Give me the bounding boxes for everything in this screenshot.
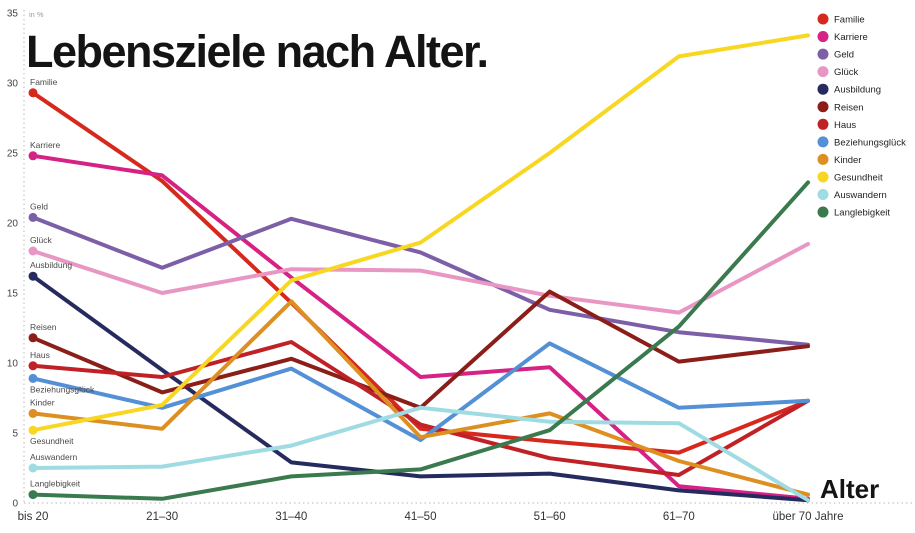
series-label-reisen: Reisen — [30, 322, 57, 332]
series-start-dot-beziehungsgluck — [28, 373, 38, 383]
series-label-beziehungsgluck: Beziehungsglück — [30, 384, 95, 394]
legend-label-familie: Familie — [834, 15, 865, 26]
x-axis-title: Alter — [820, 474, 880, 504]
series-line-ausbildung — [31, 274, 810, 503]
series-start-dot-ausbildung — [28, 271, 38, 281]
legend-label-geld: Geld — [834, 50, 854, 61]
legend-label-langlebigkeit: Langlebigkeit — [834, 208, 890, 219]
series-start-dot-familie — [28, 88, 38, 98]
legend-label-kinder: Kinder — [834, 155, 861, 166]
series-start-dot-karriere — [28, 151, 38, 161]
legend-label-auswandern: Auswandern — [834, 190, 887, 201]
series-label-geld: Geld — [30, 201, 48, 211]
legend-label-gluck: Glück — [834, 67, 859, 78]
series-label-karriere: Karriere — [30, 140, 61, 150]
x-tick-label-31-40: 31–40 — [275, 511, 307, 523]
x-tick-label-21-30: 21–30 — [146, 511, 178, 523]
y-tick-label-30: 30 — [7, 79, 19, 90]
x-tick-label-uber-70-jahre: über 70 Jahre — [773, 511, 844, 523]
legend-swatch-geld — [817, 48, 829, 60]
series-line-gesundheit — [31, 33, 810, 433]
legend-label-haus: Haus — [834, 120, 856, 131]
series-start-dot-kinder — [28, 408, 38, 418]
series-label-familie: Familie — [30, 77, 58, 87]
series-start-dot-gesundheit — [28, 425, 38, 435]
series-line-gluck — [31, 242, 810, 315]
series-line-haus — [31, 340, 810, 477]
y-tick-label-15: 15 — [7, 289, 19, 300]
series-label-kinder: Kinder — [30, 397, 55, 407]
series-line-langlebigkeit — [31, 180, 810, 501]
y-tick-label-35: 35 — [7, 9, 19, 20]
series-start-dot-langlebigkeit — [28, 490, 38, 500]
series-label-ausbildung: Ausbildung — [30, 260, 72, 270]
legend-label-gesundheit: Gesundheit — [834, 172, 883, 183]
y-tick-label-20: 20 — [7, 219, 19, 230]
series-line-karriere — [31, 153, 810, 501]
series-label-auswandern: Auswandern — [30, 452, 78, 462]
series-start-dot-reisen — [28, 333, 38, 343]
y-tick-label-0: 0 — [12, 499, 18, 510]
legend-swatch-familie — [817, 13, 829, 25]
legend-swatch-haus — [817, 118, 829, 130]
series-line-beziehungsgluck — [31, 341, 810, 442]
legend-swatch-karriere — [817, 31, 829, 43]
legend-label-ausbildung: Ausbildung — [834, 85, 881, 96]
series-line-auswandern — [31, 405, 810, 503]
legend-label-reisen: Reisen — [834, 102, 864, 113]
legend-swatch-kinder — [817, 153, 829, 165]
series-line-kinder — [31, 299, 810, 497]
legend-swatch-reisen — [817, 101, 829, 113]
legend-label-karriere: Karriere — [834, 32, 868, 43]
series-line-geld — [31, 215, 810, 347]
y-tick-label-5: 5 — [12, 429, 18, 440]
page-title: Lebensziele nach Alter. — [26, 26, 489, 77]
series-label-gesundheit: Gesundheit — [30, 436, 74, 446]
series-start-dot-auswandern — [28, 463, 38, 473]
y-tick-label-10: 10 — [7, 359, 19, 370]
x-tick-label-61-70: 61–70 — [663, 511, 695, 523]
series-label-langlebigkeit: Langlebigkeit — [30, 479, 81, 489]
legend-swatch-beziehungsgluck — [817, 136, 829, 148]
y-axis-unit-label: in % — [29, 10, 44, 19]
x-tick-label-bis-20: bis 20 — [18, 511, 49, 523]
series-line-reisen — [31, 289, 810, 410]
series-start-dot-geld — [28, 212, 38, 222]
series-label-gluck: Glück — [30, 235, 52, 245]
series-start-dot-gluck — [28, 246, 38, 256]
legend-swatch-gesundheit — [817, 171, 829, 183]
legend-swatch-ausbildung — [817, 83, 829, 95]
x-tick-label-41-50: 41–50 — [405, 511, 437, 523]
series-line-familie — [31, 90, 810, 455]
series-label-haus: Haus — [30, 350, 50, 360]
y-tick-label-25: 25 — [7, 149, 19, 160]
legend-swatch-auswandern — [817, 189, 829, 200]
legend-label-beziehungsgluck: Beziehungsglück — [834, 137, 906, 148]
legend-swatch-langlebigkeit — [817, 206, 829, 218]
series-start-dot-haus — [28, 361, 38, 371]
legend-swatch-gluck — [817, 66, 829, 78]
x-tick-label-51-60: 51–60 — [534, 511, 566, 523]
